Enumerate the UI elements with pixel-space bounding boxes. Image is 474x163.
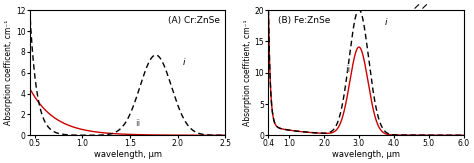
Text: ii: ii (135, 119, 140, 128)
X-axis label: wavelength, μm: wavelength, μm (93, 150, 162, 159)
Y-axis label: Absorption coeffitient, cm⁻¹: Absorption coeffitient, cm⁻¹ (243, 20, 252, 126)
Text: i: i (182, 58, 185, 67)
X-axis label: wavelength, μm: wavelength, μm (332, 150, 400, 159)
Text: (A) Cr:ZnSe: (A) Cr:ZnSe (167, 16, 219, 25)
Y-axis label: Absorption coefficent, cm⁻¹: Absorption coefficent, cm⁻¹ (4, 20, 13, 125)
Text: ii: ii (345, 65, 350, 74)
Text: (B) Fe:ZnSe: (B) Fe:ZnSe (278, 16, 330, 25)
Text: i: i (385, 18, 388, 27)
